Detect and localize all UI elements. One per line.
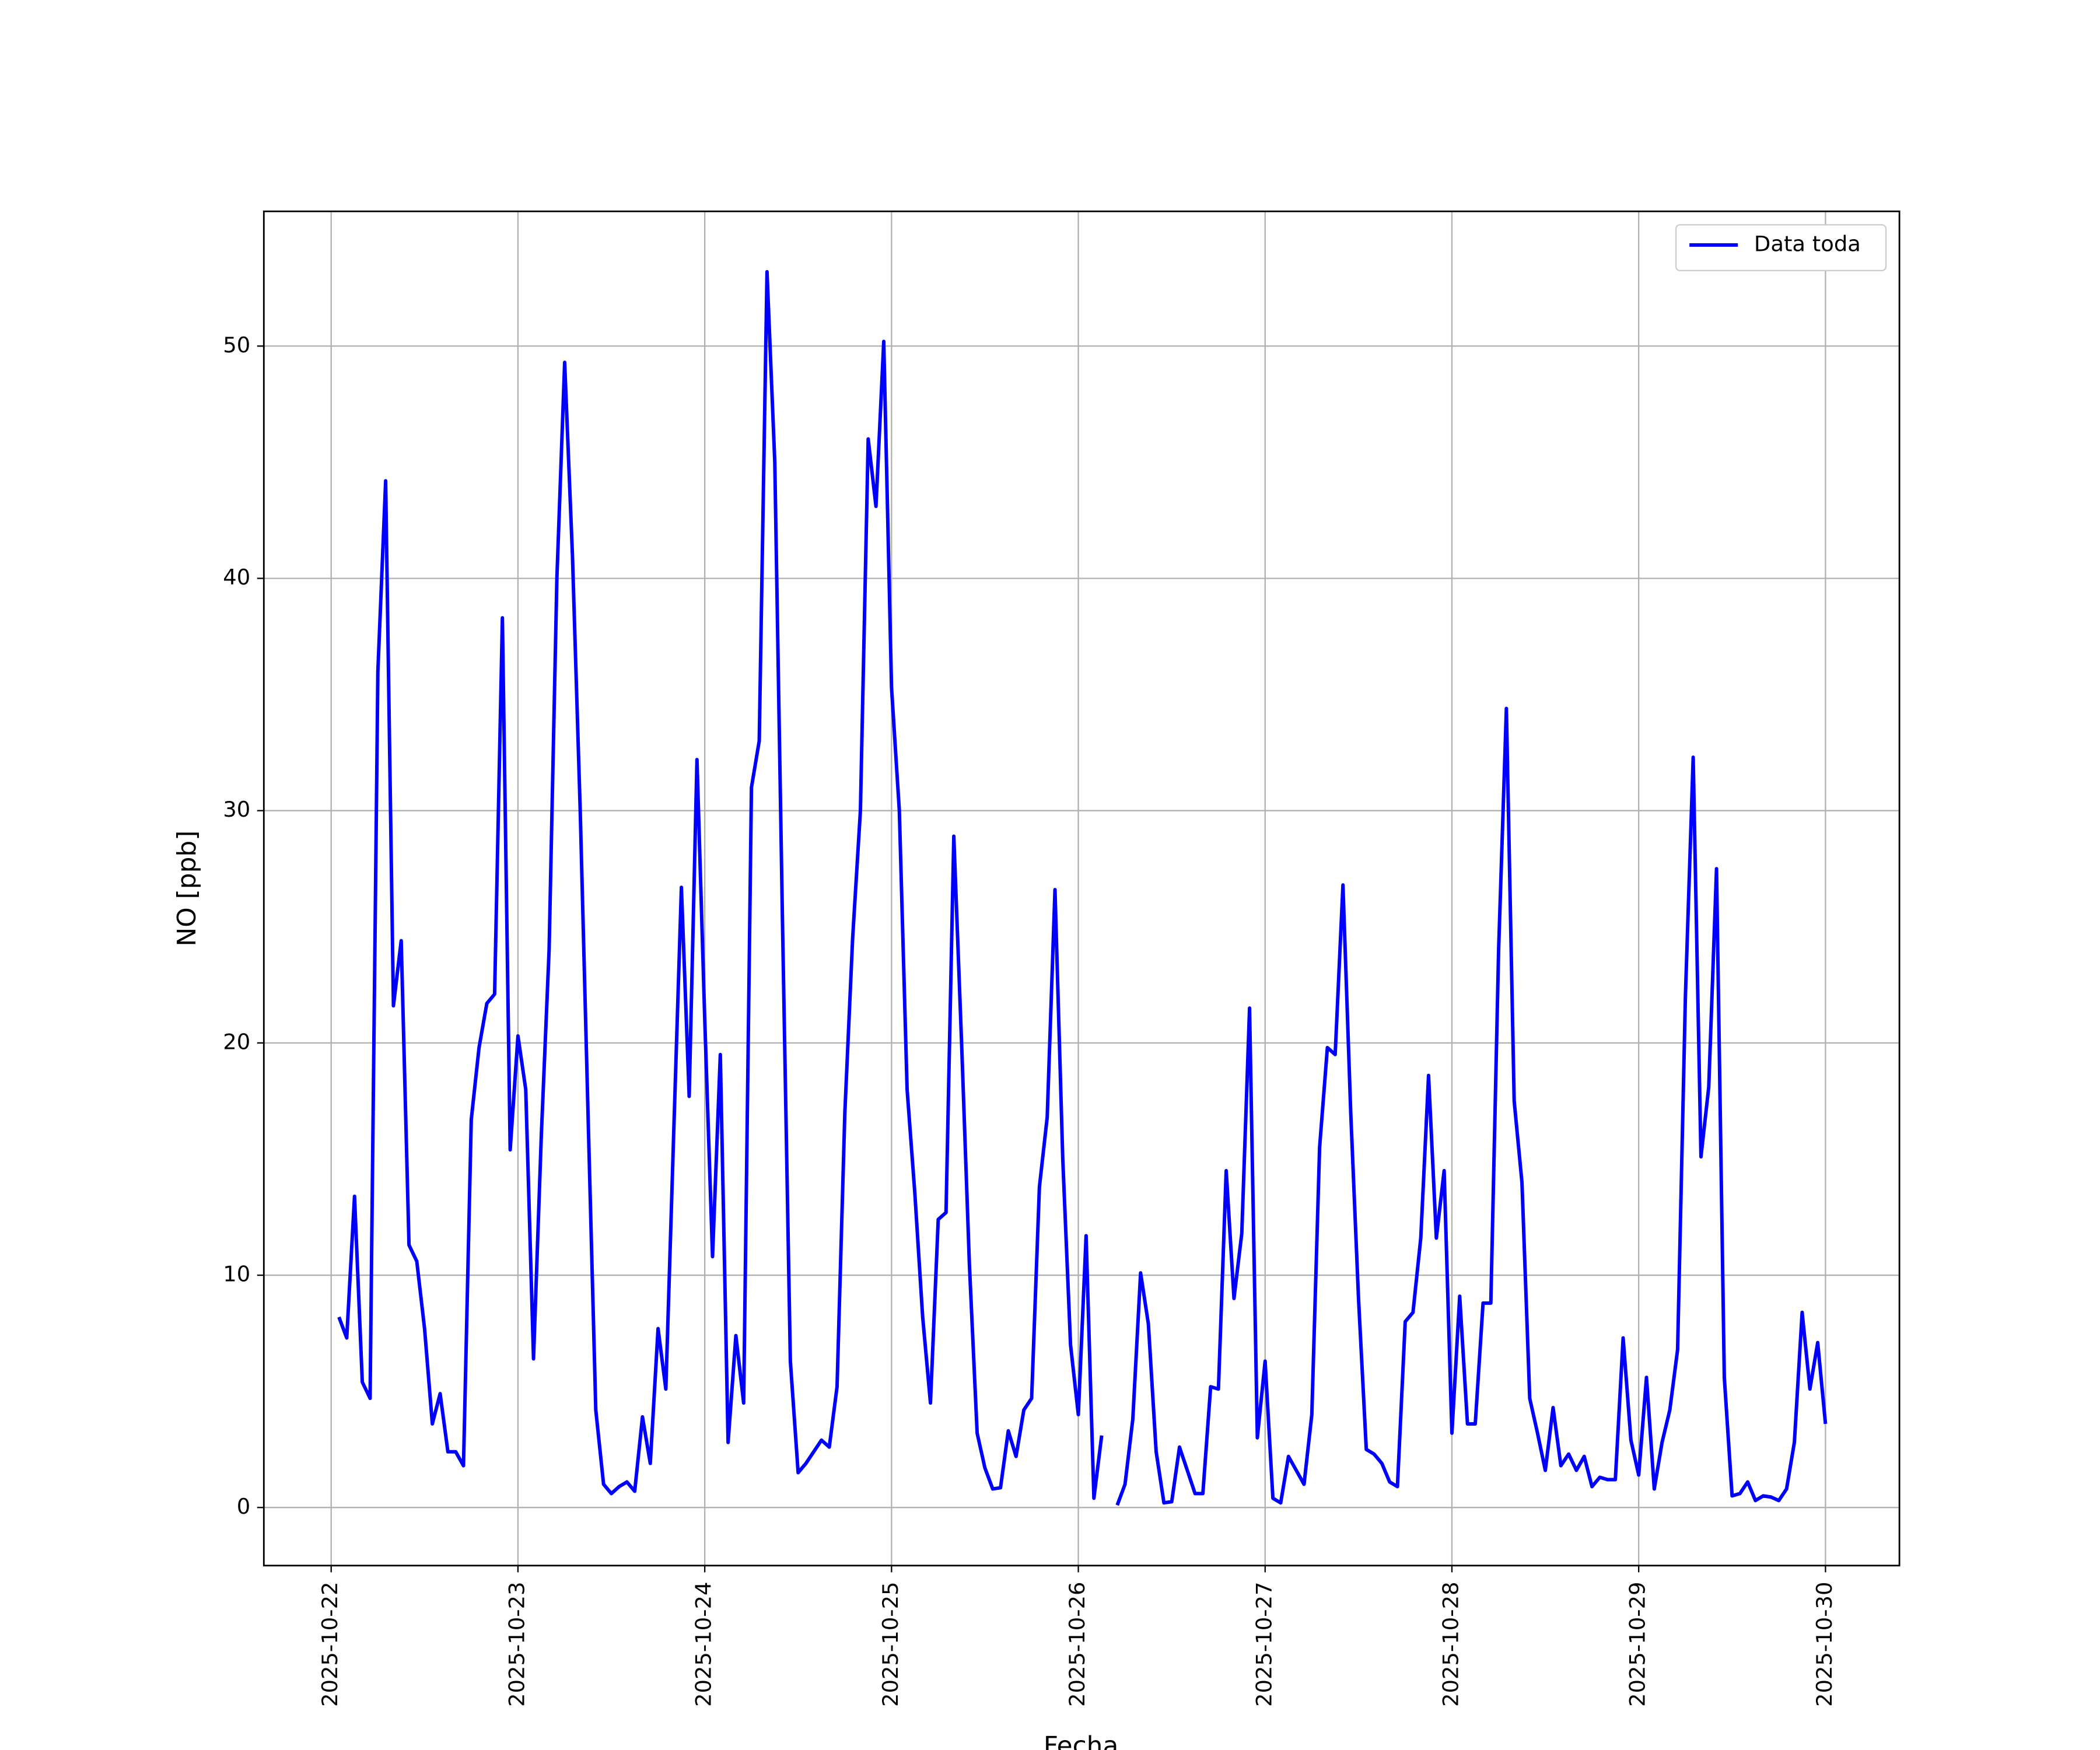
plot-frame xyxy=(262,210,1901,1567)
x-tick-label: 2025-10-24 xyxy=(691,1582,716,1707)
y-tick-label: 30 xyxy=(223,797,250,822)
legend-label: Data toda xyxy=(1754,232,1861,257)
x-tick-label: 2025-10-23 xyxy=(504,1582,529,1707)
legend-box xyxy=(1675,224,1887,271)
x-tick-label: 2025-10-27 xyxy=(1251,1582,1276,1707)
y-axis-label: NO [ppb] xyxy=(172,831,202,947)
x-tick-label: 2025-10-26 xyxy=(1065,1582,1090,1707)
x-tick-label: 2025-10-30 xyxy=(1812,1582,1837,1707)
x-tick-label: 2025-10-29 xyxy=(1625,1582,1650,1707)
data-line xyxy=(337,270,1828,1506)
y-tick-label: 10 xyxy=(223,1262,250,1287)
x-tick-label: 2025-10-22 xyxy=(317,1582,342,1707)
y-tick-label: 20 xyxy=(223,1029,250,1054)
x-axis-label: Fecha xyxy=(1044,1731,1119,1750)
y-tick-label: 0 xyxy=(237,1494,250,1519)
x-tick-label: 2025-10-25 xyxy=(878,1582,903,1707)
y-tick-label: 50 xyxy=(223,332,250,358)
y-tick-label: 40 xyxy=(223,565,250,590)
x-tick-label: 2025-10-28 xyxy=(1438,1582,1463,1707)
